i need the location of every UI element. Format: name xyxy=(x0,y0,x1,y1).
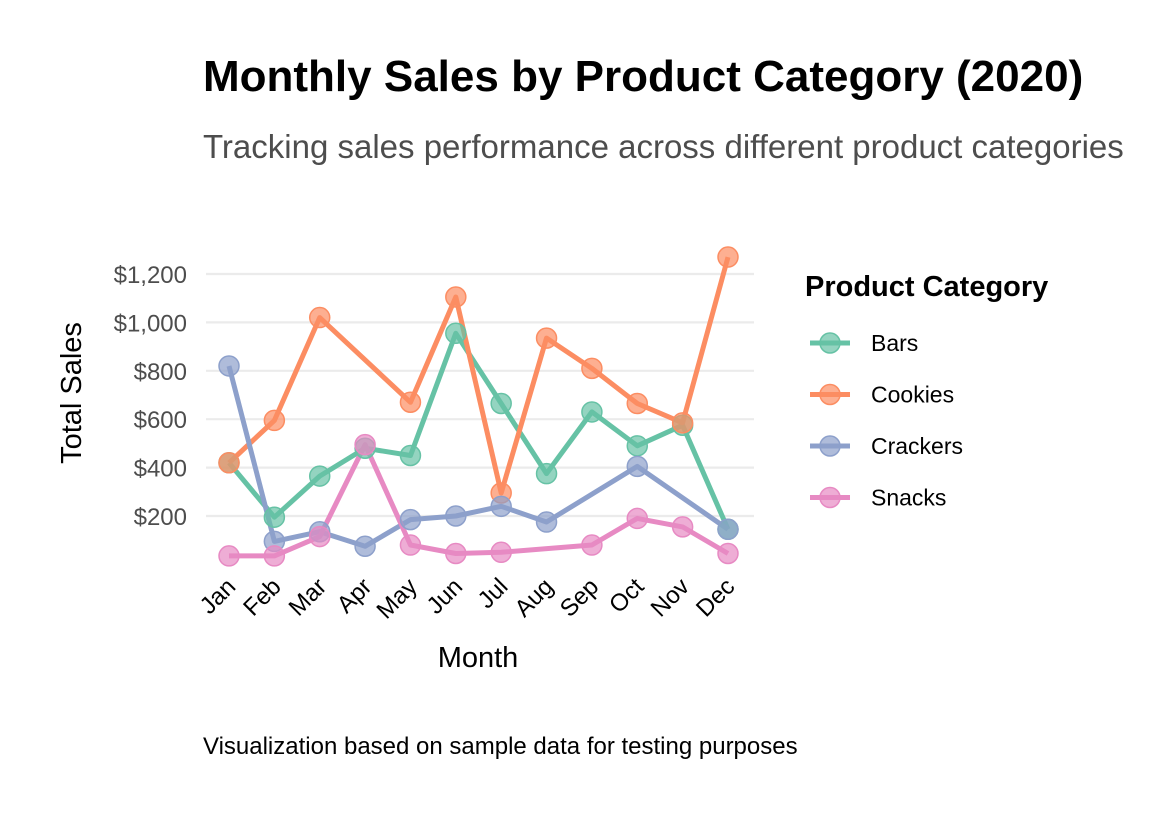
legend: Product Category Bars Cookies Crackers Snac… xyxy=(805,271,1048,511)
series-lines xyxy=(226,256,731,559)
y-tick-label: $1,000 xyxy=(114,310,187,337)
data-point-cookies xyxy=(671,412,694,434)
series-line-bars xyxy=(227,330,731,531)
x-tick-label: Jun xyxy=(422,573,468,619)
data-point-snacks xyxy=(671,516,694,538)
data-point-crackers xyxy=(445,505,467,527)
data-point-snacks xyxy=(717,542,739,565)
x-tick-label: May xyxy=(372,573,423,624)
x-tick-label: Mar xyxy=(284,573,332,621)
data-point-bars xyxy=(445,322,467,345)
legend-label-crackers: Crackers xyxy=(871,433,963,459)
x-tick-label: Aug xyxy=(510,573,559,622)
data-point-cookies xyxy=(626,392,649,415)
y-axis-title: Total Sales xyxy=(56,322,88,464)
series-line-cookies xyxy=(227,256,731,496)
chart-caption: Visualization based on sample data for t… xyxy=(203,733,798,760)
legend-key-point xyxy=(819,435,841,457)
chart-title: Monthly Sales by Product Category (2020) xyxy=(203,52,1084,101)
data-point-cookies xyxy=(218,452,240,474)
series-line-crackers xyxy=(226,365,730,549)
y-axis: $200 $400 $600 $800 $1,000 $1,200 xyxy=(114,262,187,531)
y-tick-label: $600 xyxy=(134,407,187,434)
legend-key-point xyxy=(819,383,841,406)
data-point-snacks xyxy=(354,433,376,456)
data-point-snacks xyxy=(626,507,649,530)
series-points xyxy=(218,246,739,567)
x-tick-label: Sep xyxy=(555,573,604,622)
data-point-cookies xyxy=(445,286,467,308)
y-tick-label: $400 xyxy=(134,456,187,483)
data-point-cookies xyxy=(717,246,739,268)
data-point-bars xyxy=(581,401,603,423)
legend-key-point xyxy=(819,332,841,354)
data-point-snacks xyxy=(218,545,240,567)
data-point-crackers xyxy=(354,535,376,557)
data-point-snacks xyxy=(399,534,422,556)
data-point-bars xyxy=(263,506,286,528)
legend-label-cookies: Cookies xyxy=(871,382,954,408)
data-point-bars xyxy=(399,444,422,467)
chart-subtitle: Tracking sales performance across differ… xyxy=(203,128,1124,165)
x-tick-label: Apr xyxy=(332,573,378,619)
legend-key-point xyxy=(819,486,841,509)
x-tick-label: Feb xyxy=(238,573,286,621)
data-point-snacks xyxy=(445,542,467,565)
data-point-bars xyxy=(308,465,331,487)
x-tick-label: Jul xyxy=(473,573,514,614)
data-point-bars xyxy=(535,462,558,485)
data-point-snacks xyxy=(581,534,603,556)
legend-title: Product Category xyxy=(805,271,1048,303)
x-tick-label: Dec xyxy=(691,573,740,622)
legend-label-bars: Bars xyxy=(871,330,918,356)
y-tick-label: $800 xyxy=(134,359,187,386)
data-point-crackers xyxy=(626,455,649,478)
data-point-crackers xyxy=(399,508,422,531)
data-point-snacks xyxy=(308,525,331,548)
x-tick-label: Oct xyxy=(604,573,650,619)
y-tick-label: $1,200 xyxy=(114,262,187,289)
data-point-cookies xyxy=(581,357,603,380)
data-point-bars xyxy=(626,435,649,457)
data-point-cookies xyxy=(263,409,286,432)
data-point-cookies xyxy=(399,391,422,414)
x-axis-title: Month xyxy=(438,642,519,674)
legend-label-snacks: Snacks xyxy=(871,485,946,511)
x-tick-label: Jan xyxy=(195,573,241,619)
data-point-cookies xyxy=(535,327,558,349)
series-line-snacks xyxy=(229,442,730,559)
data-point-crackers xyxy=(218,355,240,377)
data-point-snacks xyxy=(263,545,286,567)
data-point-crackers xyxy=(490,495,512,518)
data-point-crackers xyxy=(535,511,558,533)
data-point-crackers xyxy=(717,518,739,541)
data-point-cookies xyxy=(308,306,331,329)
data-point-bars xyxy=(490,392,512,415)
data-point-snacks xyxy=(490,541,512,564)
y-tick-label: $200 xyxy=(134,504,187,531)
x-tick-label: Nov xyxy=(646,573,695,622)
